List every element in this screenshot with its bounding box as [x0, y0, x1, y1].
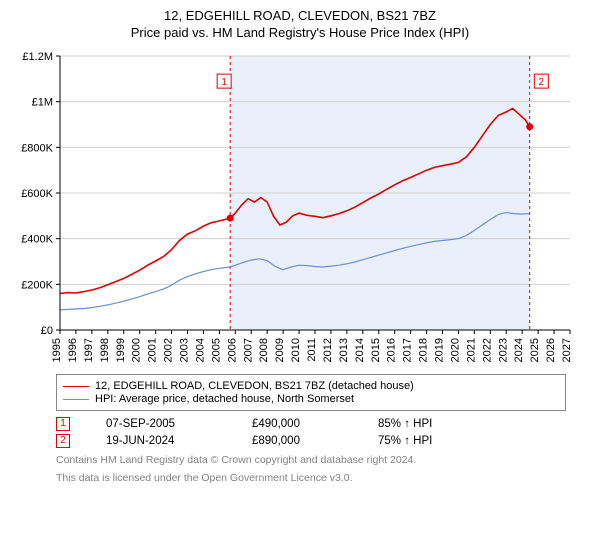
legend-item: 12, EDGEHILL ROAD, CLEVEDON, BS21 7BZ (d…	[63, 380, 559, 392]
svg-text:2027: 2027	[561, 338, 573, 362]
svg-text:2002: 2002	[163, 338, 175, 362]
svg-text:2012: 2012	[322, 338, 334, 362]
svg-text:1999: 1999	[115, 338, 127, 362]
svg-text:£0: £0	[41, 325, 53, 337]
svg-text:2001: 2001	[147, 338, 159, 362]
svg-text:2023: 2023	[497, 338, 509, 362]
legend-swatch	[63, 386, 89, 387]
footnote-1: Contains HM Land Registry data © Crown c…	[56, 454, 586, 466]
svg-text:2003: 2003	[179, 338, 191, 362]
svg-text:2009: 2009	[274, 338, 286, 362]
sale-price: £490,000	[252, 418, 342, 430]
svg-text:£200K: £200K	[21, 279, 53, 291]
svg-text:2004: 2004	[194, 338, 206, 362]
legend: 12, EDGEHILL ROAD, CLEVEDON, BS21 7BZ (d…	[56, 374, 566, 411]
svg-text:2019: 2019	[434, 338, 446, 362]
svg-text:£400K: £400K	[21, 234, 53, 246]
svg-text:2: 2	[539, 77, 545, 88]
svg-text:2007: 2007	[242, 338, 254, 362]
svg-text:2021: 2021	[465, 338, 477, 362]
legend-swatch	[63, 399, 89, 400]
svg-text:1998: 1998	[99, 338, 111, 362]
legend-label: HPI: Average price, detached house, Nort…	[95, 393, 354, 405]
svg-text:2015: 2015	[370, 338, 382, 362]
svg-text:2005: 2005	[210, 338, 222, 362]
svg-text:1: 1	[221, 77, 227, 88]
svg-text:2020: 2020	[449, 338, 461, 362]
legend-label: 12, EDGEHILL ROAD, CLEVEDON, BS21 7BZ (d…	[95, 380, 414, 392]
svg-text:1995: 1995	[51, 338, 63, 362]
legend-item: HPI: Average price, detached house, Nort…	[63, 393, 559, 405]
svg-text:£1.2M: £1.2M	[22, 51, 53, 63]
sale-marker: 2	[56, 434, 70, 448]
sales-table: 1 07-SEP-2005 £490,000 85% ↑ HPI 2 19-JUN-202…	[56, 417, 586, 448]
footnote-2: This data is licensed under the Open Gov…	[56, 472, 586, 484]
sale-price: £890,000	[252, 435, 342, 447]
svg-text:1997: 1997	[83, 338, 95, 362]
sale-row: 2 19-JUN-2024 £890,000 75% ↑ HPI	[56, 434, 586, 448]
svg-text:2008: 2008	[258, 338, 270, 362]
svg-text:2014: 2014	[354, 338, 366, 362]
price-chart: £0 £200K £400K £600K £800K £1M £1.2M 1995 1996 19…	[14, 46, 574, 366]
svg-text:2026: 2026	[545, 338, 557, 362]
svg-text:2013: 2013	[338, 338, 350, 362]
svg-text:2016: 2016	[386, 338, 398, 362]
svg-text:2010: 2010	[290, 338, 302, 362]
sale-marker: 1	[56, 417, 70, 431]
svg-text:2022: 2022	[481, 338, 493, 362]
sale-hpi: 85% ↑ HPI	[378, 418, 432, 430]
svg-text:2017: 2017	[402, 338, 414, 362]
sale-date: 07-SEP-2005	[106, 418, 216, 430]
svg-text:£800K: £800K	[21, 142, 53, 154]
chart-title: 12, EDGEHILL ROAD, CLEVEDON, BS21 7BZ	[14, 8, 586, 23]
svg-text:2024: 2024	[513, 338, 525, 362]
sale-row: 1 07-SEP-2005 £490,000 85% ↑ HPI	[56, 417, 586, 431]
svg-text:2006: 2006	[226, 338, 238, 362]
svg-text:2000: 2000	[131, 338, 143, 362]
svg-text:£600K: £600K	[21, 188, 53, 200]
svg-text:2025: 2025	[529, 338, 541, 362]
chart-subtitle: Price paid vs. HM Land Registry's House …	[14, 25, 586, 40]
sale-hpi: 75% ↑ HPI	[378, 435, 432, 447]
svg-text:£1M: £1M	[32, 97, 53, 109]
svg-text:2018: 2018	[418, 338, 430, 362]
svg-text:1996: 1996	[67, 338, 79, 362]
svg-text:2011: 2011	[306, 338, 318, 362]
sale-date: 19-JUN-2024	[106, 435, 216, 447]
